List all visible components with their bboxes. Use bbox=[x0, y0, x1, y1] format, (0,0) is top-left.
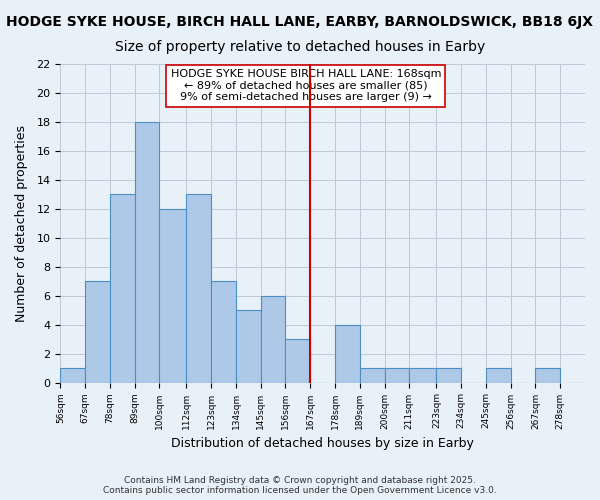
Bar bbox=[486, 368, 511, 382]
Bar bbox=[335, 324, 360, 382]
Text: HODGE SYKE HOUSE, BIRCH HALL LANE, EARBY, BARNOLDSWICK, BB18 6JX: HODGE SYKE HOUSE, BIRCH HALL LANE, EARBY… bbox=[7, 15, 593, 29]
X-axis label: Distribution of detached houses by size in Earby: Distribution of detached houses by size … bbox=[171, 437, 474, 450]
Bar bbox=[236, 310, 261, 382]
Y-axis label: Number of detached properties: Number of detached properties bbox=[15, 125, 28, 322]
Bar bbox=[261, 296, 286, 382]
Bar bbox=[360, 368, 385, 382]
Bar bbox=[286, 339, 310, 382]
Bar bbox=[85, 281, 110, 382]
Bar bbox=[160, 209, 187, 382]
Bar bbox=[535, 368, 560, 382]
Bar bbox=[110, 194, 134, 382]
Bar bbox=[409, 368, 436, 382]
Text: Contains HM Land Registry data © Crown copyright and database right 2025.
Contai: Contains HM Land Registry data © Crown c… bbox=[103, 476, 497, 495]
Bar bbox=[187, 194, 211, 382]
Bar bbox=[211, 281, 236, 382]
Bar bbox=[436, 368, 461, 382]
Bar bbox=[385, 368, 409, 382]
Text: HODGE SYKE HOUSE BIRCH HALL LANE: 168sqm
← 89% of detached houses are smaller (8: HODGE SYKE HOUSE BIRCH HALL LANE: 168sqm… bbox=[170, 69, 441, 102]
Bar bbox=[61, 368, 85, 382]
Text: Size of property relative to detached houses in Earby: Size of property relative to detached ho… bbox=[115, 40, 485, 54]
Bar bbox=[134, 122, 160, 382]
